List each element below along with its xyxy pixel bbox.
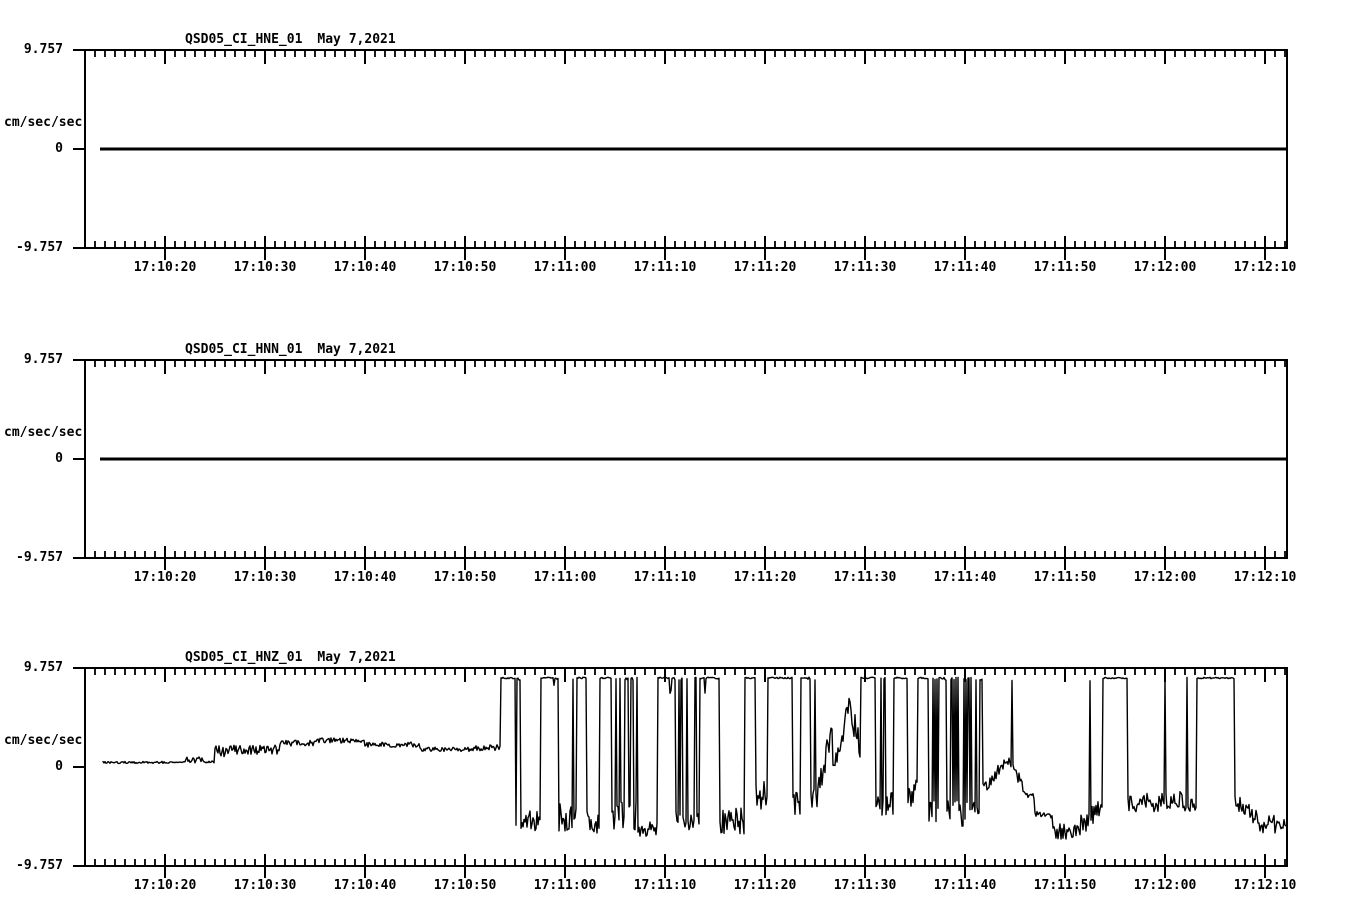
x-tick-label-hnz-0: 17:10:20 <box>133 878 197 893</box>
x-tick-label-hnn-5: 17:11:10 <box>633 570 697 585</box>
major-ticks-hnn <box>73 359 1266 570</box>
x-tick-label-hne-5: 17:11:10 <box>633 260 697 275</box>
x-tick-label-hne-10: 17:12:00 <box>1133 260 1197 275</box>
minor-ticks-hnn <box>94 360 1286 558</box>
x-tick-label-hnn-1: 17:10:30 <box>233 570 297 585</box>
x-tick-label-hnn-3: 17:10:50 <box>433 570 497 585</box>
x-tick-label-hnz-8: 17:11:40 <box>933 878 997 893</box>
x-tick-label-hnn-11: 17:12:10 <box>1233 570 1297 585</box>
plot-title-hnn: QSD05_CI_HNN_01 May 7,2021 <box>185 342 605 358</box>
x-tick-label-hnn-2: 17:10:40 <box>333 570 397 585</box>
y-zero-label-hnn: 0 <box>55 451 63 466</box>
channel-name-hnn: QSD05_CI_HNN_01 <box>185 342 303 357</box>
x-tick-label-hnz-11: 17:12:10 <box>1233 878 1297 893</box>
y-zero-label-hne: 0 <box>55 141 63 156</box>
date-label-hnn: May 7,2021 <box>317 342 396 357</box>
x-tick-label-hnz-4: 17:11:00 <box>533 878 597 893</box>
x-tick-label-hnz-3: 17:10:50 <box>433 878 497 893</box>
y-min-label-hnn: -9.757 <box>16 550 63 565</box>
x-tick-label-hne-11: 17:12:10 <box>1233 260 1297 275</box>
plot-title-hnz: QSD05_CI_HNZ_01 May 7,2021 <box>185 650 605 666</box>
x-tick-label-hne-8: 17:11:40 <box>933 260 997 275</box>
y-min-label-hnz: -9.757 <box>16 858 63 873</box>
x-tick-label-hnz-9: 17:11:50 <box>1033 878 1097 893</box>
date-label-hnz: May 7,2021 <box>317 650 396 665</box>
y-zero-label-hnz: 0 <box>55 759 63 774</box>
minor-ticks-hne <box>94 50 1286 248</box>
x-tick-label-hnn-10: 17:12:00 <box>1133 570 1197 585</box>
channel-name-hnz: QSD05_CI_HNZ_01 <box>185 650 303 665</box>
y-max-label-hne: 9.757 <box>23 42 63 57</box>
x-tick-label-hne-4: 17:11:00 <box>533 260 597 275</box>
x-tick-label-hnn-8: 17:11:40 <box>933 570 997 585</box>
major-ticks-hnz <box>73 667 1266 878</box>
x-tick-label-hne-7: 17:11:30 <box>833 260 897 275</box>
hnz-waveform <box>102 676 1287 840</box>
x-tick-label-hnz-6: 17:11:20 <box>733 878 797 893</box>
x-tick-label-hnz-7: 17:11:30 <box>833 878 897 893</box>
x-tick-label-hne-0: 17:10:20 <box>133 260 197 275</box>
x-tick-label-hnn-9: 17:11:50 <box>1033 570 1097 585</box>
channel-name-hne: QSD05_CI_HNE_01 <box>185 32 303 47</box>
plot-title-hne: QSD05_CI_HNE_01 May 7,2021 <box>185 32 605 48</box>
x-tick-label-hne-9: 17:11:50 <box>1033 260 1097 275</box>
x-tick-label-hnz-10: 17:12:00 <box>1133 878 1197 893</box>
x-tick-label-hne-6: 17:11:20 <box>733 260 797 275</box>
x-tick-label-hnn-0: 17:10:20 <box>133 570 197 585</box>
y-unit-label-hnz: cm/sec/sec <box>4 733 83 748</box>
x-tick-label-hne-2: 17:10:40 <box>333 260 397 275</box>
x-tick-label-hnn-7: 17:11:30 <box>833 570 897 585</box>
major-ticks-hne <box>73 49 1266 260</box>
y-max-label-hnz: 9.757 <box>23 660 63 675</box>
y-min-label-hne: -9.757 <box>16 240 63 255</box>
x-tick-label-hnz-5: 17:11:10 <box>633 878 697 893</box>
x-tick-label-hnz-1: 17:10:30 <box>233 878 297 893</box>
minor-ticks-hnz <box>94 668 1286 866</box>
x-tick-label-hne-3: 17:10:50 <box>433 260 497 275</box>
x-tick-label-hne-1: 17:10:30 <box>233 260 297 275</box>
x-tick-label-hnz-2: 17:10:40 <box>333 878 397 893</box>
x-tick-label-hnn-4: 17:11:00 <box>533 570 597 585</box>
x-tick-label-hnn-6: 17:11:20 <box>733 570 797 585</box>
date-label-hne: May 7,2021 <box>317 32 396 47</box>
y-unit-label-hne: cm/sec/sec <box>4 115 83 130</box>
y-max-label-hnn: 9.757 <box>23 352 63 367</box>
y-unit-label-hnn: cm/sec/sec <box>4 425 83 440</box>
